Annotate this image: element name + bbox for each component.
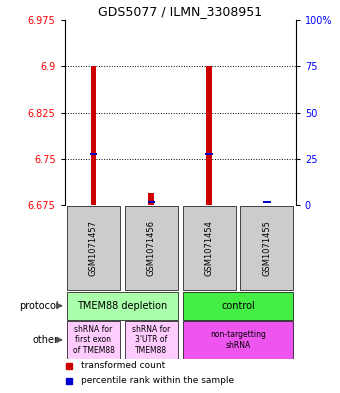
Text: control: control [221, 301, 255, 311]
Bar [206, 66, 212, 206]
FancyBboxPatch shape [67, 321, 120, 358]
FancyBboxPatch shape [67, 292, 178, 320]
Bar [264, 206, 270, 208]
Text: GSM1071454: GSM1071454 [205, 220, 214, 276]
Bar [90, 66, 97, 206]
Bar [205, 153, 213, 154]
Text: percentile rank within the sample: percentile rank within the sample [81, 376, 234, 385]
FancyBboxPatch shape [125, 321, 178, 358]
FancyBboxPatch shape [67, 206, 120, 290]
Text: shRNA for
first exon
of TMEM88: shRNA for first exon of TMEM88 [72, 325, 115, 355]
Text: other: other [33, 335, 59, 345]
Bar [148, 201, 155, 203]
Bar [90, 153, 97, 154]
Text: GSM1071455: GSM1071455 [262, 220, 271, 276]
FancyBboxPatch shape [183, 206, 236, 290]
Title: GDS5077 / ILMN_3308951: GDS5077 / ILMN_3308951 [98, 6, 262, 18]
FancyBboxPatch shape [183, 321, 293, 358]
Bar [148, 193, 154, 206]
Bar [263, 201, 271, 203]
FancyBboxPatch shape [183, 292, 293, 320]
Text: protocol: protocol [19, 301, 59, 311]
Text: GSM1071456: GSM1071456 [147, 220, 156, 276]
Text: shRNA for
3'UTR of
TMEM88: shRNA for 3'UTR of TMEM88 [132, 325, 170, 355]
Text: TMEM88 depletion: TMEM88 depletion [77, 301, 168, 311]
Text: GSM1071457: GSM1071457 [89, 220, 98, 276]
FancyBboxPatch shape [240, 206, 293, 290]
Text: non-targetting
shRNA: non-targetting shRNA [210, 330, 266, 350]
Text: transformed count: transformed count [81, 361, 165, 370]
FancyBboxPatch shape [125, 206, 178, 290]
